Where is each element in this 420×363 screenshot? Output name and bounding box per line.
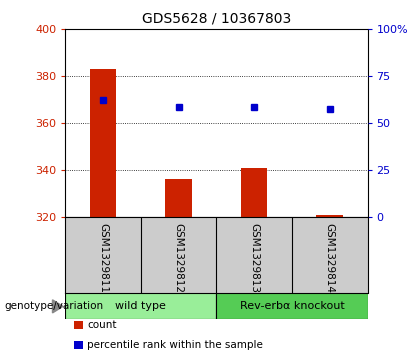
Text: GSM1329812: GSM1329812 (173, 223, 184, 293)
Text: genotype/variation: genotype/variation (4, 301, 103, 311)
Text: wild type: wild type (115, 301, 166, 311)
Text: Rev-erbα knockout: Rev-erbα knockout (239, 301, 344, 311)
Title: GDS5628 / 10367803: GDS5628 / 10367803 (142, 11, 291, 25)
Bar (165, 179, 192, 217)
Text: GSM1329811: GSM1329811 (98, 223, 108, 293)
Text: count: count (87, 320, 116, 330)
Polygon shape (52, 300, 63, 313)
Text: GSM1329813: GSM1329813 (249, 223, 259, 293)
Bar (90, 69, 116, 217)
Bar (241, 168, 268, 217)
Text: GSM1329814: GSM1329814 (325, 223, 335, 293)
Bar (317, 215, 343, 217)
Bar (216, 293, 368, 319)
Bar (65, 293, 216, 319)
Text: percentile rank within the sample: percentile rank within the sample (87, 340, 263, 350)
